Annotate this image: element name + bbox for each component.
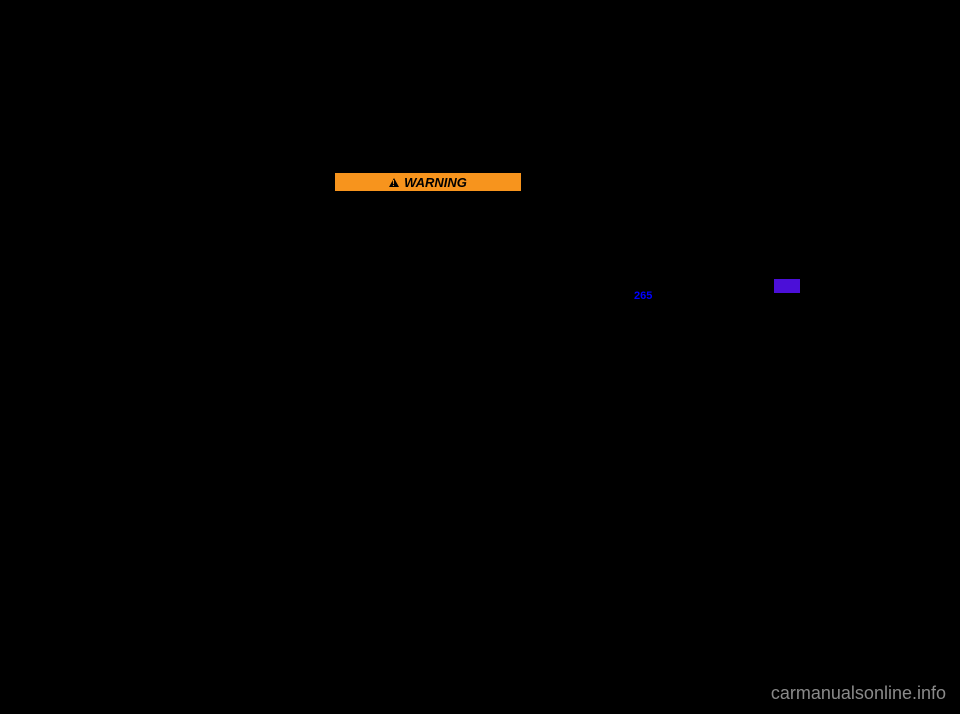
warning-triangle-icon <box>389 178 399 187</box>
watermark-text: carmanualsonline.info <box>771 683 946 704</box>
warning-label-text: WARNING <box>404 175 467 190</box>
section-tab-marker <box>774 279 800 293</box>
page-reference-link[interactable]: 265 <box>634 290 652 302</box>
warning-label-box: WARNING <box>334 172 522 192</box>
page-reference-text: 265 <box>634 290 652 302</box>
